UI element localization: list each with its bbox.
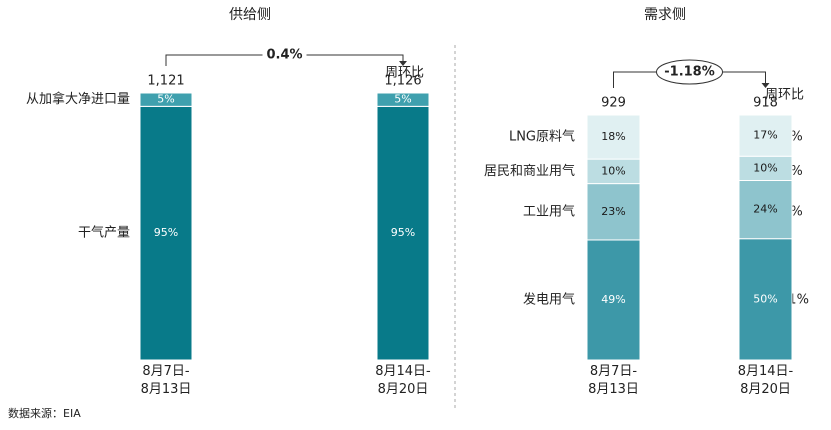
bar-segment — [586, 183, 641, 241]
bar-segment — [376, 92, 430, 107]
series-label: 干气产量 — [78, 225, 130, 241]
x-tick-label: 8月7日-8月13日 — [588, 364, 639, 397]
total-label: 1,126 — [384, 74, 421, 89]
bar-segment — [139, 92, 193, 107]
data-label: 5% — [394, 93, 411, 106]
data-label: 95% — [154, 226, 178, 239]
total-label: 918 — [753, 96, 778, 111]
total-label: 929 — [601, 96, 626, 111]
data-label: 49% — [601, 293, 625, 306]
bar-segment — [738, 114, 793, 157]
bar-segment — [738, 155, 793, 181]
data-label: 10% — [601, 164, 625, 177]
change-header: 周环比 — [385, 66, 424, 81]
source: 数据来源：EIA — [8, 406, 81, 420]
data-label: 17% — [753, 129, 777, 142]
bar-segment — [376, 105, 430, 361]
x-tick-label: 8月7日-8月13日 — [141, 364, 192, 397]
data-label: 18% — [601, 130, 625, 143]
data-label: 5% — [157, 93, 174, 106]
data-label: 50% — [753, 292, 777, 305]
label-oval — [656, 59, 723, 85]
series-label: LNG原料气 — [509, 129, 575, 145]
bar-segment — [586, 158, 641, 185]
data-label: 10% — [753, 161, 777, 174]
change-total-label: -1.18% — [664, 65, 715, 80]
bar-segment — [139, 105, 193, 361]
change-header: 周环比 — [765, 88, 804, 103]
bar-segment — [586, 114, 641, 160]
series-label: 居民和商业用气 — [484, 163, 575, 179]
arrow-head — [399, 61, 407, 66]
bracket — [613, 71, 766, 88]
x-tick-label: 8月14日-8月20日 — [375, 364, 431, 397]
series-label: 从加拿大净进口量 — [26, 91, 130, 107]
change-total-label: 0.4% — [266, 48, 302, 63]
bar-segment — [738, 238, 793, 361]
total-label: 1,121 — [147, 74, 184, 89]
series-label: 发电用气 — [523, 291, 575, 307]
bar-segment — [586, 239, 641, 361]
data-label: 23% — [601, 205, 625, 218]
x-tick-label: 8月14日-8月20日 — [738, 364, 794, 397]
series-label: 工业用气 — [523, 203, 575, 219]
data-label: 95% — [391, 226, 415, 239]
chart-title: 供给侧 — [229, 7, 271, 23]
arrow-head — [761, 83, 770, 88]
data-label: 24% — [753, 203, 777, 216]
bar-segment — [738, 179, 793, 240]
chart-title: 需求侧 — [644, 7, 686, 23]
label-bg — [262, 46, 307, 64]
